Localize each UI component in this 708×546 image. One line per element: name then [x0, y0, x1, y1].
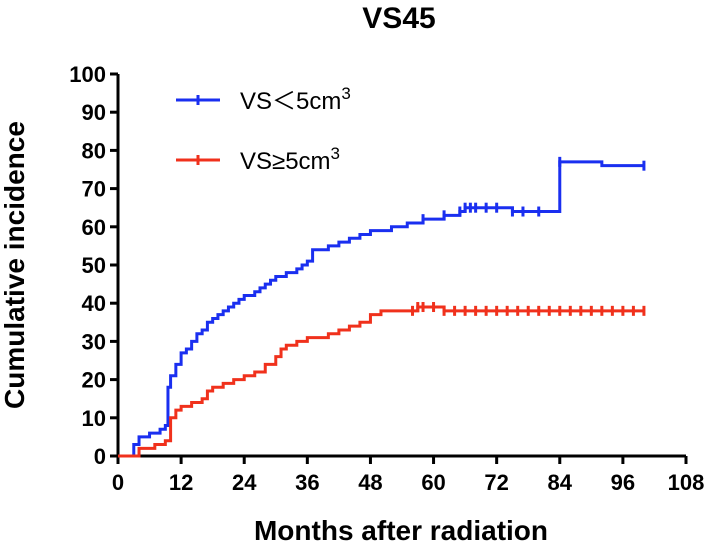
y-tick-label: 40	[82, 291, 106, 316]
y-tick-label: 50	[82, 253, 106, 278]
x-tick-label: 96	[611, 470, 635, 495]
x-tick-label: 48	[358, 470, 382, 495]
x-tick-label: 0	[112, 470, 124, 495]
legend-label-superscript: 3	[331, 144, 340, 163]
y-tick-label: 100	[69, 62, 106, 87]
legend-label-0: VS＜5cm3	[240, 84, 351, 115]
x-tick-label: 24	[232, 470, 257, 495]
y-tick-label: 10	[82, 406, 106, 431]
legend-label-text: VS≥5cm	[240, 148, 331, 175]
series-line-0	[118, 160, 644, 458]
y-tick-label: 20	[82, 368, 106, 393]
y-tick-label: 30	[82, 329, 106, 354]
y-tick-label: 70	[82, 177, 106, 202]
series-layer	[118, 156, 646, 458]
legend-label-superscript: 3	[341, 84, 350, 103]
y-axis-label: Cumulative incidence	[0, 121, 30, 409]
y-tick-label: 0	[94, 444, 106, 469]
x-tick-label: 12	[169, 470, 193, 495]
y-tick-label: 60	[82, 215, 106, 240]
legend-label-1: VS≥5cm3	[240, 144, 340, 175]
chart-title: VS45	[362, 2, 435, 35]
x-axis-label: Months after radiation	[254, 515, 548, 546]
x-tick-label: 72	[484, 470, 508, 495]
y-tick-label: 80	[82, 138, 106, 163]
x-tick-label: 84	[548, 470, 573, 495]
x-tick-label: 36	[295, 470, 319, 495]
x-tick-label: 60	[421, 470, 445, 495]
series-1	[118, 302, 646, 458]
legend-label-text: VS＜5cm	[240, 88, 341, 115]
y-tick-label: 90	[82, 100, 106, 125]
series-0	[118, 156, 646, 458]
axes: 0 12 24 36 48 60 72 84 96 108 0 10 20 30 40 50 60 70 80 90 1…	[69, 62, 704, 495]
x-tick-label: 108	[668, 470, 705, 495]
series-line-1	[118, 305, 644, 458]
